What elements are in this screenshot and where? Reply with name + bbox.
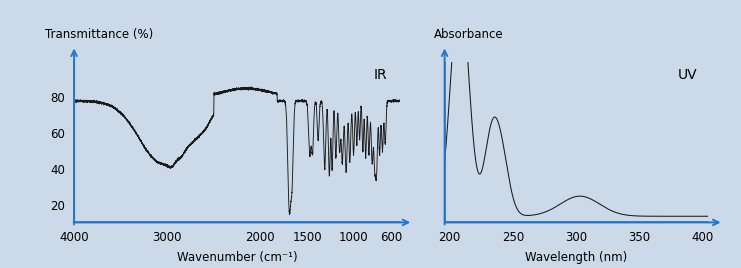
- X-axis label: Wavenumber (cm⁻¹): Wavenumber (cm⁻¹): [177, 251, 297, 265]
- Text: Absorbance: Absorbance: [434, 28, 504, 41]
- Text: IR: IR: [373, 68, 387, 82]
- Text: UV: UV: [677, 68, 697, 82]
- Text: Transmittance (%): Transmittance (%): [44, 28, 153, 41]
- X-axis label: Wavelength (nm): Wavelength (nm): [525, 251, 627, 265]
